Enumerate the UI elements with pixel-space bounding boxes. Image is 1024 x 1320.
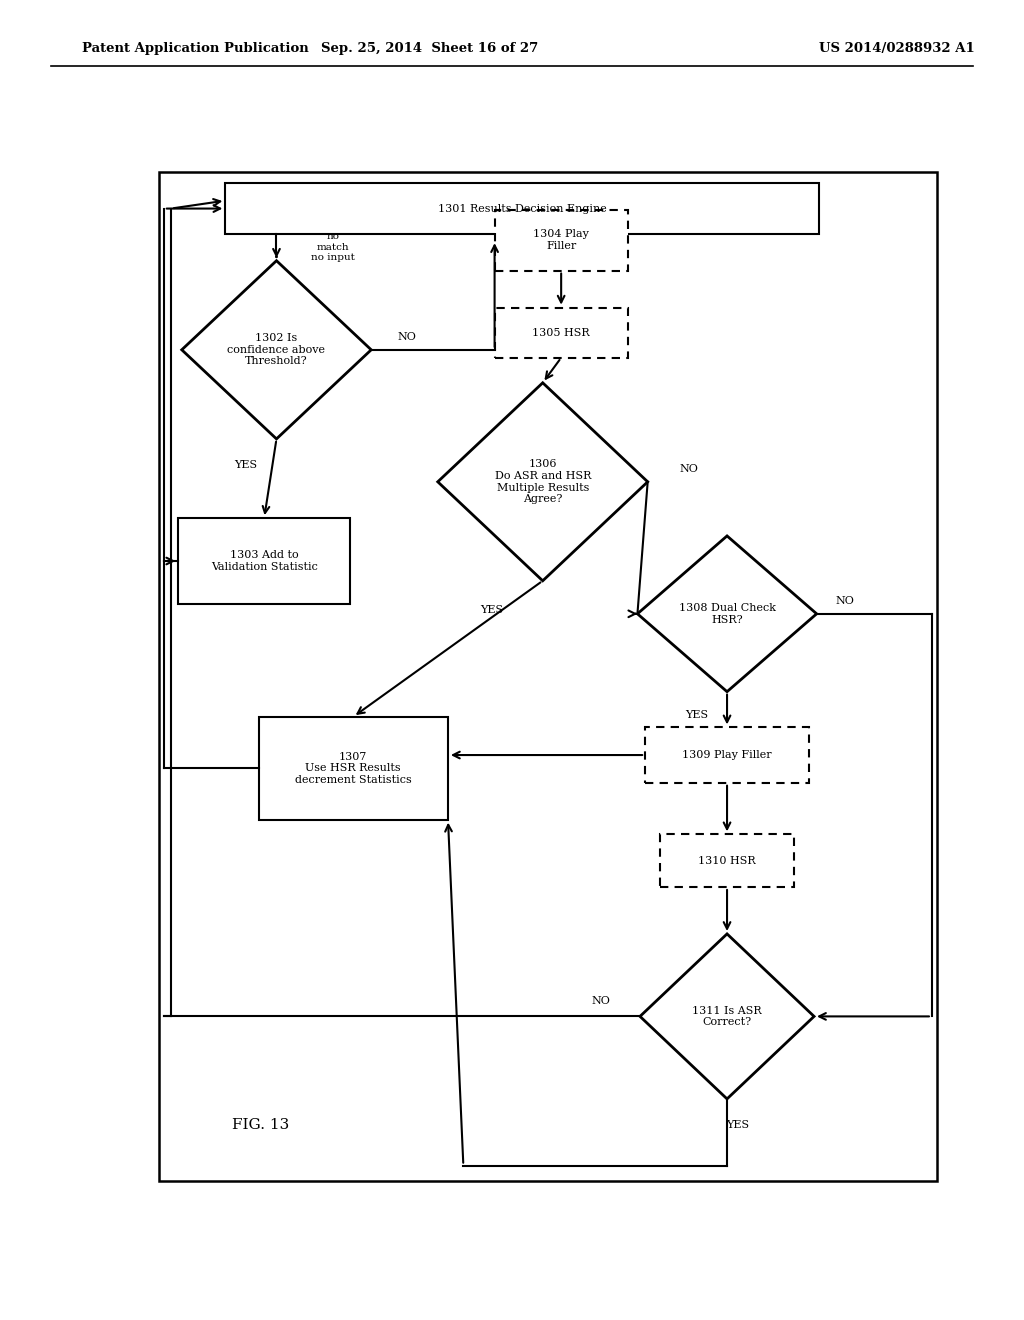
Text: FIG. 13: FIG. 13 [232, 1118, 290, 1131]
Polygon shape [640, 935, 814, 1098]
Bar [225, 183, 819, 234]
Text: no
match
no input: no match no input [311, 232, 354, 263]
Bar [495, 210, 628, 271]
Polygon shape [438, 383, 648, 581]
Text: 1302 Is
confidence above
Threshold?: 1302 Is confidence above Threshold? [227, 333, 326, 367]
Text: YES: YES [726, 1121, 749, 1130]
Text: YES: YES [234, 461, 257, 470]
Text: 1308 Dual Check
HSR?: 1308 Dual Check HSR? [679, 603, 775, 624]
Text: 1309 Play Filler: 1309 Play Filler [682, 750, 772, 760]
Polygon shape [182, 261, 372, 438]
Bar [258, 717, 447, 820]
Text: NO: NO [836, 595, 855, 606]
Text: Patent Application Publication: Patent Application Publication [82, 42, 308, 55]
Text: NO: NO [679, 463, 698, 474]
Text: YES: YES [480, 605, 503, 615]
Bar [495, 308, 628, 358]
Text: 1307
Use HSR Results
decrement Statistics: 1307 Use HSR Results decrement Statistic… [295, 751, 412, 785]
Text: YES: YES [685, 710, 708, 721]
Text: 1311 Is ASR
Correct?: 1311 Is ASR Correct? [692, 1006, 762, 1027]
Text: NO: NO [397, 331, 417, 342]
Text: 1303 Add to
Validation Statistic: 1303 Add to Validation Statistic [211, 550, 317, 572]
Text: US 2014/0288932 A1: US 2014/0288932 A1 [819, 42, 975, 55]
Bar [159, 172, 937, 1181]
Polygon shape [637, 536, 817, 692]
Text: 1306
Do ASR and HSR
Multiple Results
Agree?: 1306 Do ASR and HSR Multiple Results Agr… [495, 459, 591, 504]
Bar [178, 519, 350, 605]
Text: 1301 Results Decision Engine: 1301 Results Decision Engine [438, 203, 606, 214]
Bar [645, 727, 809, 783]
Text: NO: NO [592, 995, 610, 1006]
Text: 1304 Play
Filler: 1304 Play Filler [534, 230, 589, 251]
Text: Sep. 25, 2014  Sheet 16 of 27: Sep. 25, 2014 Sheet 16 of 27 [322, 42, 539, 55]
Text: 1310 HSR: 1310 HSR [698, 855, 756, 866]
Text: 1305 HSR: 1305 HSR [532, 327, 590, 338]
Bar [660, 834, 794, 887]
